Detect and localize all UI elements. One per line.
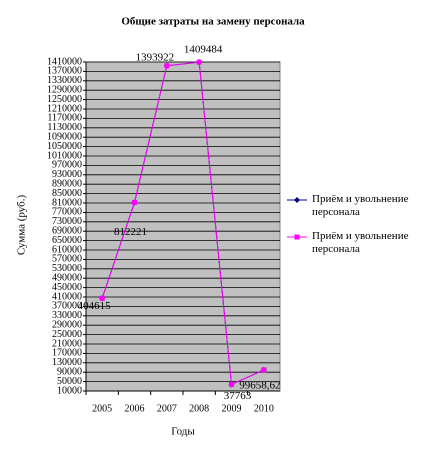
y-tick-label: 1290000: [47, 84, 82, 95]
y-tick-label: 1210000: [47, 103, 82, 114]
y-axis-label: Сумма (руб.): [16, 195, 28, 256]
series-line: [101, 61, 265, 386]
y-tick-label: 1410000: [47, 56, 82, 67]
data-label: 404615: [78, 300, 112, 312]
data-label: 37763: [224, 390, 252, 402]
y-tick-label: 490000: [52, 272, 82, 283]
y-tick-label: 410000: [52, 291, 82, 302]
y-tick-label: 930000: [52, 169, 82, 180]
y-tick-label: 90000: [57, 366, 82, 377]
y-tick-label: 1330000: [47, 75, 82, 86]
y-tick-label: 1010000: [47, 150, 82, 161]
y-tick-label: 1130000: [47, 122, 82, 133]
x-tick-label: 2009: [222, 403, 242, 414]
y-tick-label: 1050000: [47, 141, 82, 152]
y-tick-label: 1370000: [47, 66, 82, 77]
y-tick-label: 50000: [57, 376, 82, 387]
x-axis-label: Годы: [171, 426, 195, 438]
marker: [164, 63, 170, 69]
legend-entry: Приём и увольнение персонала: [312, 193, 409, 218]
data-label: 99658,62: [239, 379, 280, 391]
legend-marker: [294, 234, 300, 240]
y-tick-label: 570000: [52, 254, 82, 265]
y-tick-label: 290000: [52, 319, 82, 330]
y-tick-label: 730000: [52, 216, 82, 227]
y-tick-label: 650000: [52, 235, 82, 246]
plot-area: [85, 61, 281, 392]
legend-marker: [294, 197, 300, 203]
x-tick-label: 2008: [189, 403, 209, 414]
marker: [132, 199, 137, 205]
y-tick-label: 130000: [52, 357, 82, 368]
legend-entry: Приём и увольнение персонала: [312, 230, 409, 255]
chart-title: Общие затраты на замену персонала: [121, 16, 305, 28]
x-tick-label: 2010: [254, 403, 274, 414]
y-tick-label: 810000: [52, 197, 82, 208]
y-tick-label: 330000: [52, 310, 82, 321]
y-tick-label: 210000: [52, 338, 82, 349]
y-tick-label: 770000: [52, 207, 82, 218]
y-tick-label: 450000: [52, 282, 82, 293]
y-tick-label: 690000: [52, 225, 82, 236]
marker: [261, 367, 267, 373]
y-tick-label: 610000: [52, 244, 82, 255]
y-tick-label: 530000: [52, 263, 82, 274]
y-tick-label: 1250000: [47, 94, 82, 105]
y-tick-label: 850000: [52, 188, 82, 199]
y-tick-label: 10000: [57, 385, 82, 396]
x-tick-label: 2005: [92, 403, 112, 414]
y-tick-label: 1090000: [47, 131, 82, 142]
data-label: 1409484: [184, 44, 223, 56]
y-tick-label: 370000: [52, 301, 82, 312]
y-tick-label: 890000: [52, 178, 82, 189]
y-tick-label: 970000: [52, 160, 82, 171]
x-tick-label: 2007: [157, 403, 177, 414]
data-label: 1393922: [136, 51, 175, 63]
data-label: 812221: [114, 226, 147, 238]
x-tick-label: 2006: [125, 403, 145, 414]
marker: [229, 381, 234, 387]
y-tick-label: 250000: [52, 329, 82, 340]
y-tick-label: 170000: [52, 348, 82, 359]
y-tick-label: 1170000: [47, 113, 82, 124]
marker: [196, 59, 202, 65]
marker: [99, 295, 105, 301]
